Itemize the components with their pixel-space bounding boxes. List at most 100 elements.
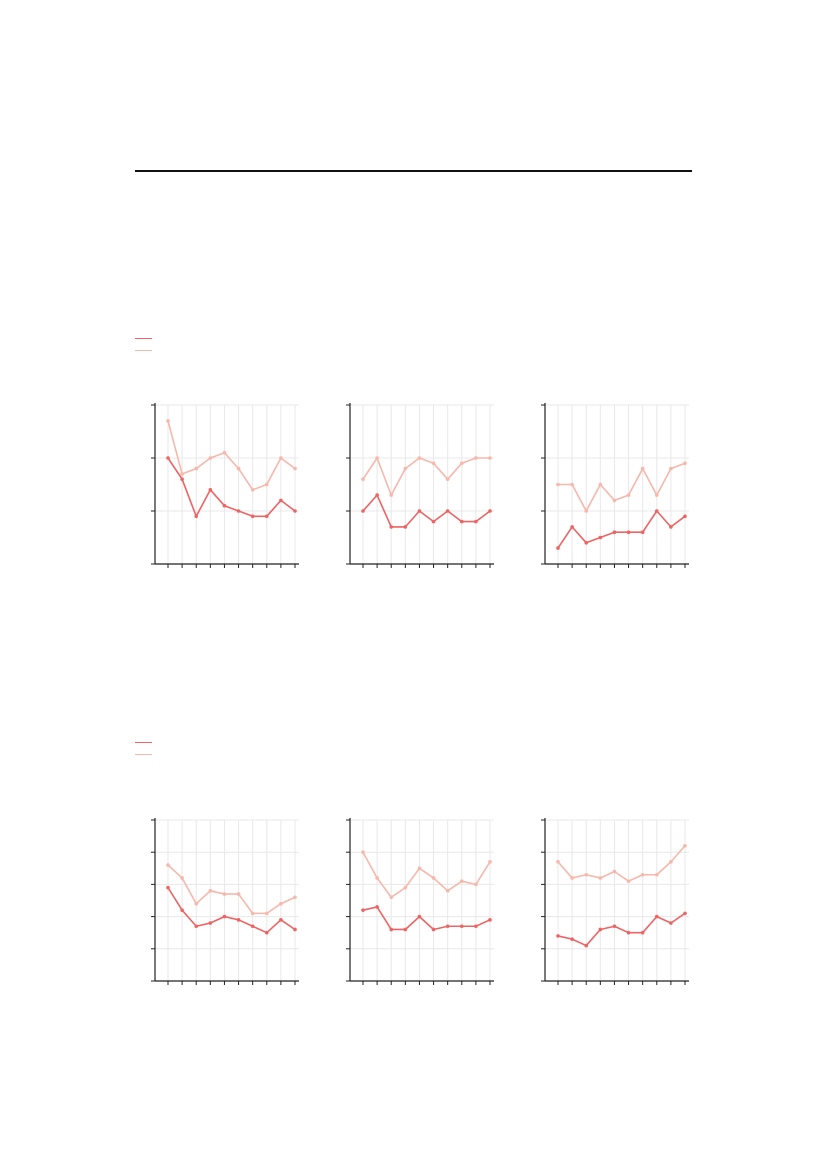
data-point-light — [445, 477, 450, 481]
data-point-dark — [598, 927, 603, 932]
data-point-light — [598, 482, 603, 487]
data-point-light — [640, 872, 645, 877]
data-point-light — [375, 456, 379, 460]
series-line-dark — [557, 510, 686, 549]
data-point-dark — [640, 930, 645, 935]
data-point-light — [166, 863, 170, 867]
legend-swatch-dark — [135, 337, 152, 339]
series-line-dark — [557, 912, 686, 947]
data-point-light — [222, 450, 227, 455]
data-point-dark — [626, 530, 631, 534]
data-point-light — [180, 472, 184, 476]
data-point-dark — [403, 927, 408, 932]
data-point-dark — [584, 943, 589, 948]
data-point-dark — [445, 509, 450, 513]
legend-bottom — [135, 736, 152, 760]
data-point-light — [180, 876, 184, 880]
data-point-dark — [474, 519, 478, 524]
data-point-dark — [640, 530, 645, 534]
data-point-dark — [584, 541, 589, 545]
data-point-light — [626, 879, 631, 883]
data-point-dark — [222, 503, 227, 508]
data-point-light — [361, 850, 365, 854]
chart-panel-bottom-right — [541, 818, 689, 985]
legend-item-dark — [135, 736, 152, 748]
data-point-dark — [208, 488, 213, 492]
data-point-dark — [683, 911, 687, 916]
data-point-dark — [683, 514, 687, 519]
data-point-dark — [488, 918, 492, 922]
legend-swatch-light — [135, 349, 152, 351]
data-point-light — [293, 466, 297, 471]
data-point-light — [459, 461, 464, 466]
data-point-light — [250, 488, 255, 492]
data-point-light — [584, 872, 589, 877]
data-point-light — [279, 901, 283, 906]
data-point-dark — [459, 924, 464, 929]
data-point-dark — [236, 509, 241, 513]
data-point-light — [389, 895, 394, 900]
data-point-light — [612, 498, 617, 503]
data-point-light — [236, 466, 241, 471]
series-line-light — [362, 457, 490, 496]
data-point-light — [612, 869, 617, 874]
legend-swatch-light — [135, 753, 152, 755]
data-point-dark — [669, 525, 673, 529]
top-rule — [135, 170, 692, 172]
data-point-light — [459, 879, 464, 883]
data-point-dark — [361, 908, 365, 912]
data-point-light — [194, 466, 199, 471]
data-point-dark — [570, 937, 574, 941]
data-point-dark — [166, 885, 170, 890]
data-point-dark — [222, 914, 227, 919]
data-point-light — [431, 461, 436, 466]
data-point-light — [417, 456, 422, 460]
data-point-dark — [389, 525, 394, 529]
data-point-dark — [431, 519, 436, 524]
data-point-dark — [654, 914, 659, 919]
data-point-dark — [474, 924, 478, 929]
data-point-dark — [598, 535, 603, 540]
data-point-light — [166, 419, 170, 423]
data-point-light — [264, 911, 269, 916]
data-point-light — [236, 892, 241, 896]
data-point-light — [293, 895, 297, 900]
data-point-light — [488, 860, 492, 864]
data-point-light — [640, 466, 645, 471]
data-point-dark — [375, 905, 379, 909]
data-point-dark — [194, 514, 199, 519]
legend-item-light — [135, 344, 152, 356]
data-point-light — [194, 901, 199, 906]
data-point-light — [361, 477, 365, 481]
data-point-dark — [264, 514, 269, 519]
data-point-light — [208, 456, 213, 460]
series-line-dark — [167, 457, 296, 518]
data-point-dark — [556, 934, 560, 938]
data-point-dark — [361, 509, 365, 513]
data-point-dark — [612, 924, 617, 929]
data-point-dark — [431, 927, 436, 932]
chart-panel-top-middle — [346, 403, 494, 568]
data-point-dark — [250, 924, 255, 929]
data-point-light — [431, 876, 436, 880]
data-point-light — [683, 461, 687, 466]
data-point-light — [445, 889, 450, 893]
data-point-light — [598, 876, 603, 880]
data-point-dark — [208, 921, 213, 925]
data-point-light — [570, 482, 574, 487]
series-line-light — [167, 420, 296, 491]
data-point-dark — [403, 525, 408, 529]
series-line-dark — [362, 494, 491, 528]
data-point-dark — [612, 530, 617, 534]
data-point-dark — [166, 456, 170, 460]
data-point-dark — [669, 921, 673, 925]
data-point-light — [417, 866, 422, 871]
data-point-light — [250, 911, 255, 916]
data-point-light — [403, 885, 408, 890]
data-point-dark — [180, 477, 184, 481]
data-point-dark — [654, 509, 659, 513]
series-line-light — [362, 851, 491, 899]
data-point-light — [488, 456, 492, 460]
data-point-light — [389, 493, 394, 497]
legend-item-light — [135, 748, 152, 760]
